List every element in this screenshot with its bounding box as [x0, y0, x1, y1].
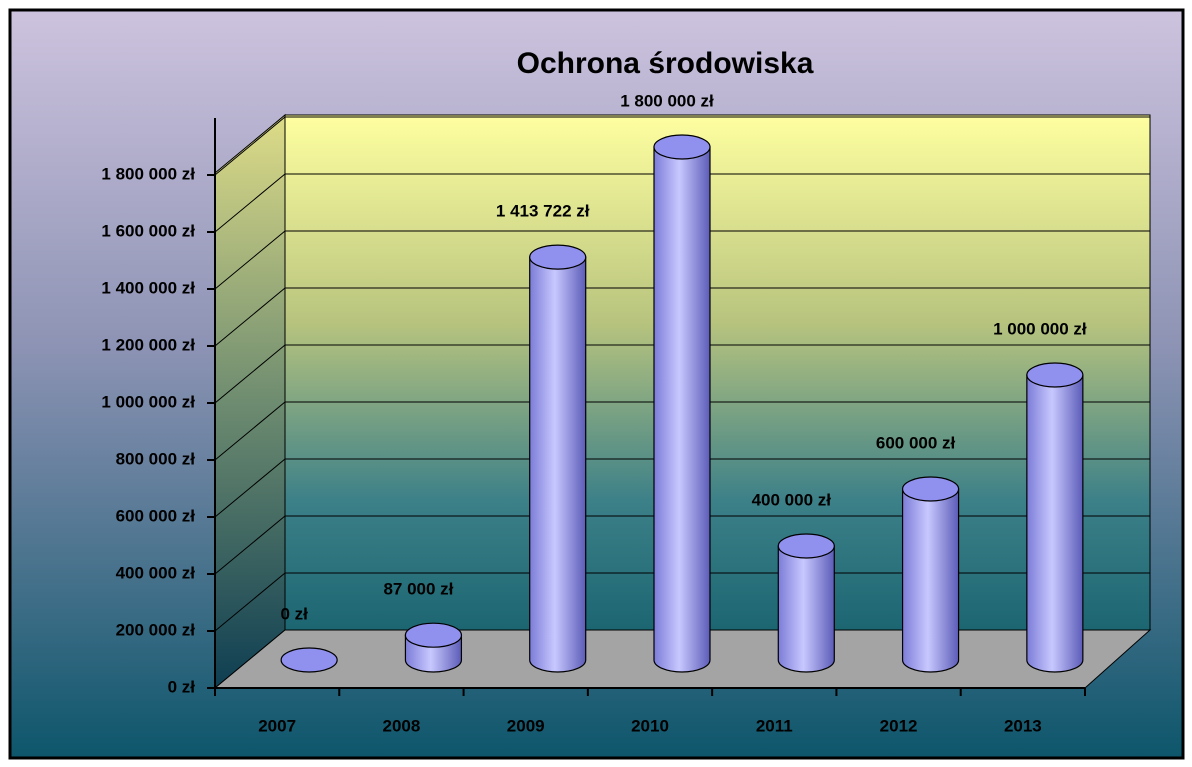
y-tick-label: 1 000 000 zł	[101, 392, 195, 411]
cylinder-top	[901, 476, 960, 502]
value-label: 87 000 zł	[383, 580, 453, 599]
y-tick-label: 0 zł	[168, 677, 196, 696]
y-tick-label: 200 000 zł	[116, 620, 196, 639]
cylinder	[1026, 374, 1084, 673]
y-tick-label: 1 800 000 zł	[101, 164, 195, 183]
y-tick-label: 800 000 zł	[116, 449, 196, 468]
grid-line	[214, 515, 286, 575]
cylinder-top	[280, 647, 338, 673]
value-label: 400 000 zł	[752, 490, 832, 509]
grid-line	[214, 572, 286, 632]
cylinder	[901, 488, 960, 673]
y-tick-label: 600 000 zł	[116, 506, 196, 525]
x-tick-label: 2010	[631, 716, 669, 735]
grid-line	[214, 287, 286, 347]
x-tick-label: 2012	[880, 716, 918, 735]
cylinder-top	[653, 134, 711, 160]
cylinder-top	[529, 244, 587, 270]
x-tick-label: 2008	[383, 716, 421, 735]
cylinder	[529, 256, 587, 673]
y-tick-label: 1 200 000 zł	[101, 335, 195, 354]
cylinder-top	[777, 533, 835, 559]
cylinder	[653, 146, 711, 673]
value-label: 1 800 000 zł	[620, 91, 714, 110]
cylinder	[777, 545, 835, 673]
x-tick-label: 2013	[1004, 716, 1042, 735]
chart-title: Ochrona środowiska	[517, 47, 814, 80]
grid-line	[214, 173, 286, 233]
grid-line	[214, 458, 286, 518]
y-tick-label: 1 600 000 zł	[101, 221, 195, 240]
x-tick-label: 2009	[507, 716, 545, 735]
grid-line	[214, 116, 286, 176]
cylinder-top	[404, 622, 463, 648]
x-tick-label: 2007	[258, 716, 296, 735]
value-label: 0 zł	[280, 604, 308, 623]
value-label: 1 000 000 zł	[993, 319, 1087, 338]
y-tick-label: 1 400 000 zł	[101, 278, 195, 297]
x-tick-label: 2011	[756, 716, 793, 735]
value-label: 1 413 722 zł	[496, 202, 590, 221]
y-tick-label: 400 000 zł	[116, 563, 196, 582]
grid-line	[214, 401, 286, 461]
grid-line	[214, 230, 286, 290]
value-label: 600 000 zł	[876, 433, 956, 452]
back-wall	[284, 114, 1151, 631]
grid-line	[214, 344, 286, 404]
cylinder-top	[1026, 362, 1084, 388]
